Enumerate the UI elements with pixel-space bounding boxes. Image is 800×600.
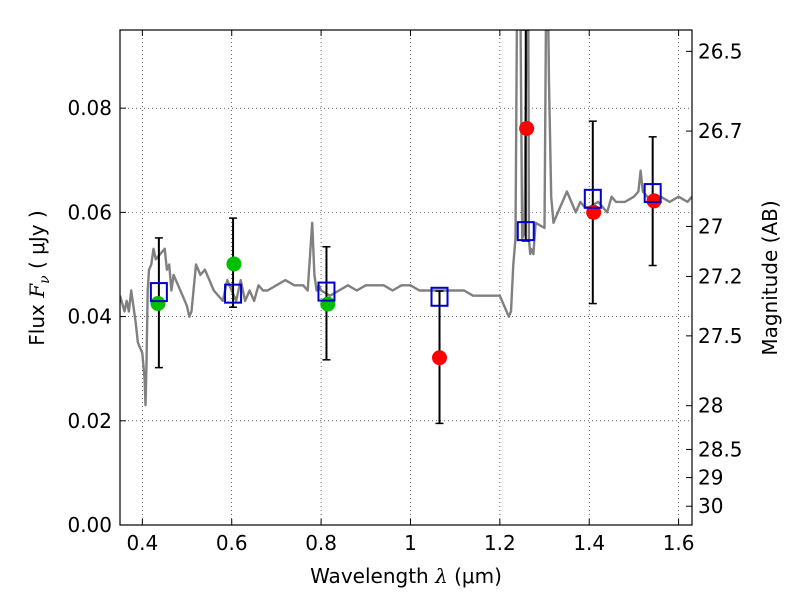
model-flux-box [149, 282, 168, 303]
plot-frame [119, 29, 693, 526]
x-tick-label: 0.4 [126, 531, 158, 555]
photometry-point-green [320, 296, 336, 312]
x-tick-label: 1.6 [663, 531, 695, 555]
y-tick-label: 0.08 [67, 96, 112, 120]
model-flux-box [516, 221, 535, 242]
photometry-point-red [519, 120, 535, 136]
y2-tick-label: 28.5 [698, 437, 743, 461]
y2-tick-label: 27.2 [698, 264, 743, 288]
photometry-point-red [646, 193, 662, 209]
photometry-point-red [432, 350, 448, 366]
model-flux-box [430, 286, 449, 307]
y2-tick-label: 26.5 [698, 39, 743, 63]
x-tick-label: 1 [404, 531, 417, 555]
y2-tick-label: 30 [698, 494, 723, 518]
grid-lines [120, 30, 692, 526]
y2-tick-label: 26.7 [698, 119, 743, 143]
model-flux-box [583, 188, 602, 209]
y2-tick-label: 28 [698, 394, 723, 418]
x-tick-label: 1.4 [573, 531, 605, 555]
x-tick-label: 1.2 [484, 531, 516, 555]
y-tick-label: 0.02 [67, 409, 112, 433]
y2-tick-label: 27.5 [698, 324, 743, 348]
x-axis-label: Wavelength λ (μm) [310, 564, 502, 588]
model-flux-box [224, 283, 243, 304]
axis-ticks [120, 30, 692, 526]
y-axis-label: Flux Fν ( μJy ) [25, 210, 53, 345]
model-flux-box [317, 281, 336, 302]
y-tick-label: 0.00 [67, 513, 112, 537]
x-tick-labels: 0.4 0.6 0.8 1 1.2 1.4 1.6 [126, 531, 694, 555]
plot-area [120, 30, 692, 425]
x-tick-label: 0.8 [305, 531, 337, 555]
y-tick-labels: 0.00 0.02 0.04 0.06 0.08 [67, 96, 112, 537]
model-spectrum-line [120, 30, 692, 407]
x-tick-label: 0.6 [216, 531, 248, 555]
y2-tick-label: 29 [698, 466, 723, 490]
y2-tick-label: 27 [698, 214, 723, 238]
model-flux-box [643, 183, 662, 204]
y2-axis-label: Magnitude (AB) [758, 200, 782, 355]
photometry-point-green [226, 256, 242, 272]
photometry-point-green [150, 296, 166, 312]
y-tick-label: 0.04 [67, 305, 112, 329]
y-tick-label: 0.06 [67, 200, 112, 224]
y2-tick-labels: 26.5 26.7 27 27.2 27.5 28 28.5 29 30 [698, 39, 743, 518]
